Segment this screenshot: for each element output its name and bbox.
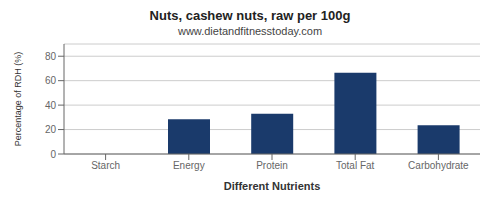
svg-text:Total Fat: Total Fat xyxy=(336,160,375,171)
svg-text:60: 60 xyxy=(45,75,57,86)
svg-text:Different Nutrients: Different Nutrients xyxy=(224,180,321,192)
svg-text:Percentage of RDH (%): Percentage of RDH (%) xyxy=(13,52,23,147)
svg-text:40: 40 xyxy=(45,100,57,111)
svg-text:Starch: Starch xyxy=(91,160,120,171)
svg-text:Protein: Protein xyxy=(256,160,288,171)
svg-text:Energy: Energy xyxy=(173,160,205,171)
svg-text:0: 0 xyxy=(50,149,56,160)
svg-text:Carbohydrate: Carbohydrate xyxy=(408,160,469,171)
svg-text:20: 20 xyxy=(45,124,57,135)
svg-text:80: 80 xyxy=(45,51,57,62)
html-text:Nuts, cashew nuts, raw per 100: Nuts, cashew nuts, raw per 100g xyxy=(149,8,351,23)
html-text:www.dietandfitnesstoday.com: www.dietandfitnesstoday.com xyxy=(178,25,322,37)
